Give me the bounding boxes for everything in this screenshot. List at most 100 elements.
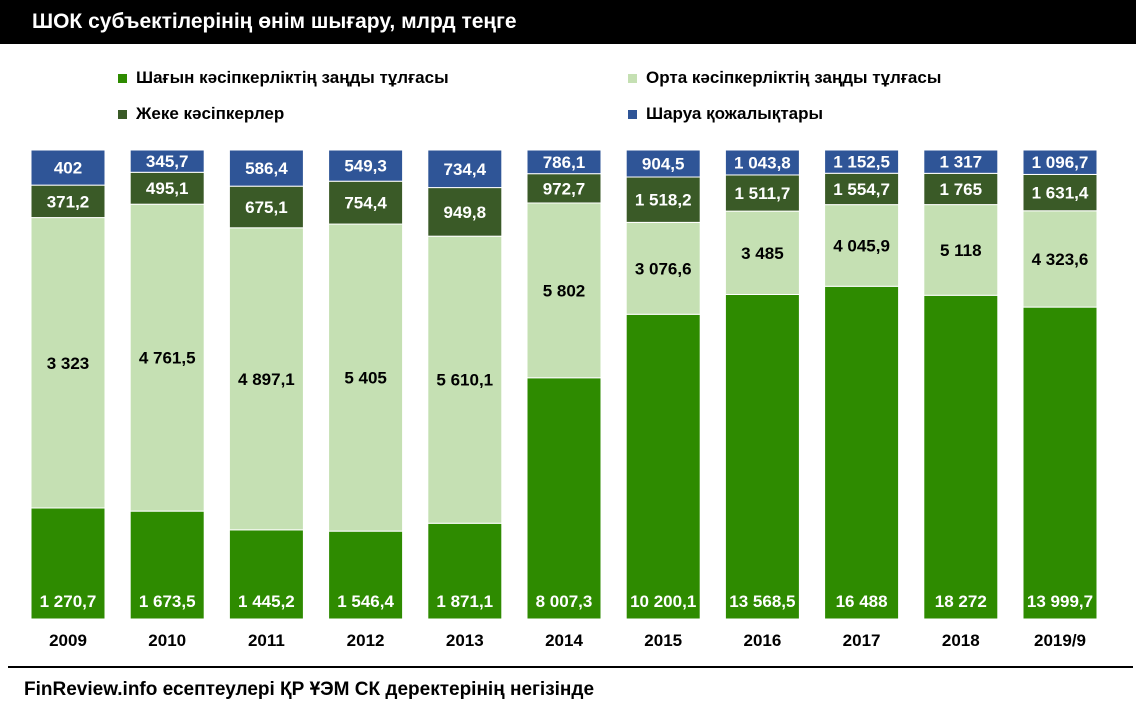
bar-segment (923, 294, 999, 620)
data-label: 4 045,9 (833, 236, 890, 255)
data-label: 1 445,2 (238, 592, 295, 611)
bar-segment (824, 204, 900, 287)
bar-segment (724, 293, 800, 620)
bar-segment (228, 185, 304, 229)
data-label: 3 485 (741, 244, 784, 263)
data-label: 13 999,7 (1027, 592, 1093, 611)
data-label: 972,7 (543, 179, 586, 198)
data-label: 371,2 (47, 192, 90, 211)
x-tick-label: 2011 (248, 631, 285, 650)
data-label: 345,7 (146, 152, 189, 171)
x-tick-label: 2017 (843, 631, 881, 650)
bar-segment (1022, 306, 1098, 620)
data-label: 18 272 (935, 592, 987, 611)
bar-segment (228, 227, 304, 531)
data-label: 734,4 (444, 160, 487, 179)
x-tick-label: 2018 (942, 631, 980, 650)
data-label: 1 317 (940, 153, 983, 172)
bottom-divider (8, 666, 1133, 668)
source-footer: FinReview.info есептеулері ҚР ҰЭМ СК дер… (24, 679, 595, 700)
bar-segment (625, 149, 701, 178)
bar-segment (328, 180, 404, 225)
legend-label-individual-entrepreneurs: Жеке кәсіпкерлер (136, 104, 285, 123)
legend-swatch-individual-entrepreneurs (118, 109, 127, 119)
bar-segment (30, 507, 106, 620)
data-label: 4 323,6 (1032, 250, 1089, 269)
data-label: 3 323 (47, 354, 90, 373)
data-label: 1 511,7 (735, 184, 791, 203)
x-tick-label: 2016 (743, 631, 781, 650)
data-label: 1 554,7 (833, 180, 890, 199)
bar-segment (427, 149, 503, 189)
data-label: 904,5 (642, 155, 685, 174)
bar-segment (129, 171, 205, 205)
legend-label-medium-business: Орта кәсіпкерліктің заңды тұлғасы (646, 68, 942, 87)
bar-segment (923, 204, 999, 296)
data-label: 675,1 (245, 198, 288, 217)
x-tick-label: 2012 (347, 631, 385, 650)
bar-segment (30, 149, 106, 186)
bar-segment (328, 530, 404, 620)
data-label: 495,1 (146, 179, 189, 198)
x-tick-label: 2009 (49, 631, 87, 650)
bar-segment (328, 149, 404, 182)
bar-segment (427, 235, 503, 524)
data-label: 1 152,5 (833, 153, 890, 172)
bar-segment (30, 217, 106, 509)
bar-segment (129, 510, 205, 620)
data-label: 5 802 (543, 281, 586, 300)
bar-segment (824, 149, 900, 174)
bar-segment (526, 173, 602, 204)
bar-segment (1022, 173, 1098, 212)
data-label: 10 200,1 (630, 592, 696, 611)
bar-segment (1022, 210, 1098, 308)
legend-item-medium-business: Орта кәсіпкерліктің заңды тұлғасы (628, 68, 941, 88)
bar-segment (923, 149, 999, 174)
data-label: 549,3 (344, 157, 387, 176)
bar-segment (328, 223, 404, 532)
legend-item-farms: Шаруа қожалықтары (628, 104, 823, 124)
bar-segment (625, 221, 701, 315)
bar-segment (526, 377, 602, 620)
legend-swatch-farms (628, 109, 637, 119)
data-label: 3 076,6 (635, 259, 692, 278)
data-label: 402 (54, 159, 82, 178)
data-label: 949,8 (444, 203, 487, 222)
bar-segment (427, 522, 503, 620)
data-label: 5 610,1 (436, 371, 493, 390)
chart-title: ШОК субъектілерінің өнім шығару, млрд те… (0, 0, 1136, 44)
data-label: 1 270,7 (40, 592, 97, 611)
bar-segment (724, 210, 800, 295)
bar-segment (923, 172, 999, 206)
bar-segment (824, 172, 900, 206)
data-label: 4 761,5 (139, 349, 196, 368)
legend-swatch-medium-business (628, 73, 637, 83)
x-tick-label: 2015 (644, 631, 682, 650)
x-tick-label: 2013 (446, 631, 484, 650)
data-label: 5 118 (940, 241, 982, 260)
data-label: 16 488 (836, 592, 888, 611)
data-label: 5 405 (344, 369, 387, 388)
data-label: 1 096,7 (1032, 153, 1089, 172)
bar-segment (526, 149, 602, 175)
legend-label-farms: Шаруа қожалықтары (646, 104, 823, 123)
bar-segment (129, 149, 205, 173)
bar-segment (30, 184, 106, 219)
bar-segment (427, 187, 503, 237)
data-label: 1 673,5 (139, 592, 196, 611)
data-label: 754,4 (344, 194, 387, 213)
data-label: 4 897,1 (238, 370, 295, 389)
bar-segment (724, 174, 800, 212)
legend-label-small-business: Шағын кәсіпкерліктің заңды тұлғасы (136, 68, 449, 87)
data-label: 1 631,4 (1032, 184, 1089, 203)
data-label: 586,4 (245, 159, 288, 178)
bar-segment (625, 313, 701, 620)
bar-segment (228, 529, 304, 620)
x-tick-label: 2014 (545, 631, 583, 650)
legend-swatch-small-business (118, 73, 127, 83)
data-label: 13 568,5 (729, 592, 795, 611)
bar-segment (1022, 149, 1098, 175)
bar-segment (824, 285, 900, 620)
data-label: 1 871,1 (436, 592, 493, 611)
